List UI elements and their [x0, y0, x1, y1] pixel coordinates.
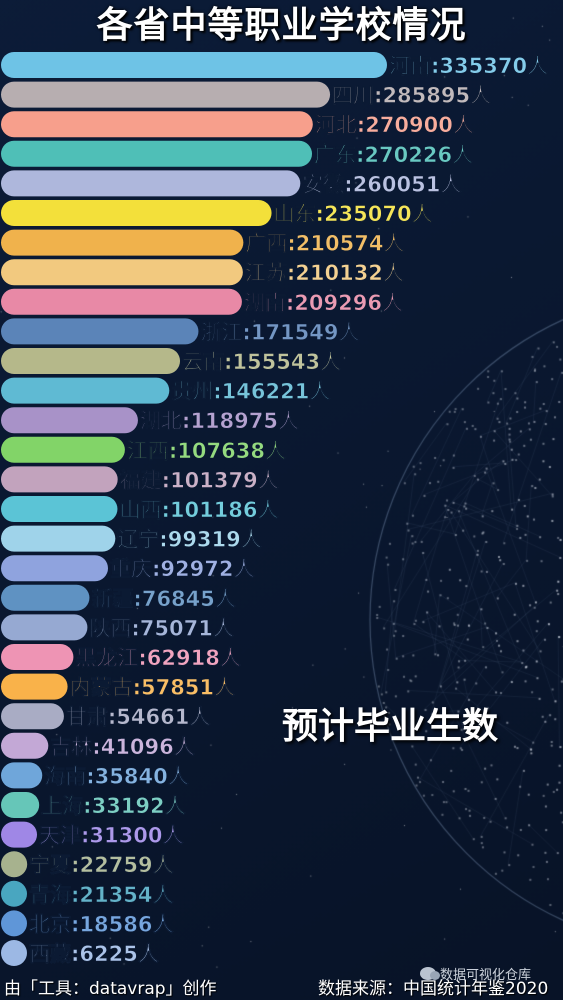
bar-四川: [1, 81, 331, 108]
measure-label: 预计毕业生数: [282, 706, 499, 747]
bar-江苏: [1, 259, 243, 286]
bar-label-福建: 福建:101379人: [119, 468, 279, 492]
bar-天津: [1, 821, 38, 848]
watermark: 数据可视化仓库: [420, 964, 531, 983]
bar-label-安徽: 安徽:260051人: [302, 172, 461, 196]
bar-陕西: [1, 614, 88, 641]
bar-云南: [1, 348, 181, 374]
bar-福建: [1, 466, 118, 493]
data-source: 数据来源：中国统计年鉴2020: [318, 979, 549, 999]
bar-山西: [1, 496, 118, 522]
wechat-icon: [420, 967, 440, 980]
bar-内蒙古: [1, 673, 68, 700]
bar-浙江: [1, 318, 199, 345]
bar-河北: [1, 111, 313, 138]
bar-label-黑龙江: 黑龙江:62918人: [75, 646, 240, 670]
bar-湖北: [1, 407, 138, 434]
bar-label-重庆: 重庆:92972人: [110, 557, 254, 581]
bar-label-河南: 河南:335370人: [389, 54, 548, 78]
bar-label-湖北: 湖北:118975人: [140, 409, 299, 433]
bar-label-贵州: 贵州:146221人: [171, 380, 330, 404]
bar-label-吉林: 吉林:41096人: [50, 735, 194, 759]
bar-label-甘肃: 甘肃:54661人: [66, 705, 210, 729]
bar-宁夏: [1, 851, 28, 878]
bar-label-辽宁: 辽宁:99319人: [117, 528, 261, 552]
bar-广东: [1, 140, 313, 167]
bar-label-河北: 河北:270900人: [315, 113, 474, 137]
bar-甘肃: [1, 703, 64, 730]
bar-label-上海: 上海:33192人: [41, 794, 185, 818]
bar-上海: [1, 792, 40, 818]
bar-青海: [1, 880, 27, 907]
tool-credit: 由「工具：datavrap」创作: [4, 979, 217, 999]
bar-label-北京: 北京:18586人: [29, 912, 173, 936]
bar-海南: [1, 762, 43, 789]
bar-西藏: [1, 940, 27, 966]
bar-label-海南: 海南:35840人: [44, 764, 188, 788]
bar-重庆: [1, 555, 109, 582]
bar-北京: [1, 910, 27, 937]
bar-黑龙江: [1, 644, 74, 670]
bar-label-四川: 四川:285895人: [332, 84, 491, 108]
bar-label-天津: 天津:31300人: [39, 824, 183, 848]
bar-新疆: [1, 584, 90, 611]
bar-label-浙江: 浙江:171549人: [200, 320, 359, 344]
bar-label-宁夏: 宁夏:22759人: [29, 853, 173, 877]
bar-label-内蒙古: 内蒙古:57851人: [70, 676, 235, 700]
bar-河南: [1, 52, 387, 78]
bar-label-山东: 山东:235070人: [274, 202, 433, 226]
bar-辽宁: [1, 525, 116, 552]
bar-江西: [1, 436, 125, 463]
chart-title: 各省中等职业学校情况: [96, 5, 467, 46]
bar-label-西藏: 西藏:6225人: [29, 942, 159, 966]
bar-label-江西: 江西:107638人: [127, 439, 286, 463]
bar-label-广西: 广西:210574人: [245, 232, 404, 256]
bar-吉林: [1, 732, 49, 759]
bar-label-新疆: 新疆:76845人: [91, 587, 235, 611]
watermark-text: 数据可视化仓库: [440, 968, 532, 983]
bar-安徽: [1, 170, 301, 197]
bar-湖南: [1, 288, 242, 315]
bar-label-江苏: 江苏:210132人: [245, 261, 404, 285]
bar-label-陕西: 陕西:75071人: [89, 616, 233, 640]
bar-山东: [1, 200, 272, 226]
bar-label-云南: 云南:155543人: [182, 350, 341, 374]
bar-贵州: [1, 377, 170, 404]
bar-广西: [1, 229, 244, 256]
bar-label-广东: 广东:270226人: [314, 143, 473, 167]
bar-label-山西: 山西:101186人: [119, 498, 278, 522]
bar-label-青海: 青海:21354人: [29, 883, 173, 907]
bar-label-湖南: 湖南:209296人: [244, 291, 403, 315]
